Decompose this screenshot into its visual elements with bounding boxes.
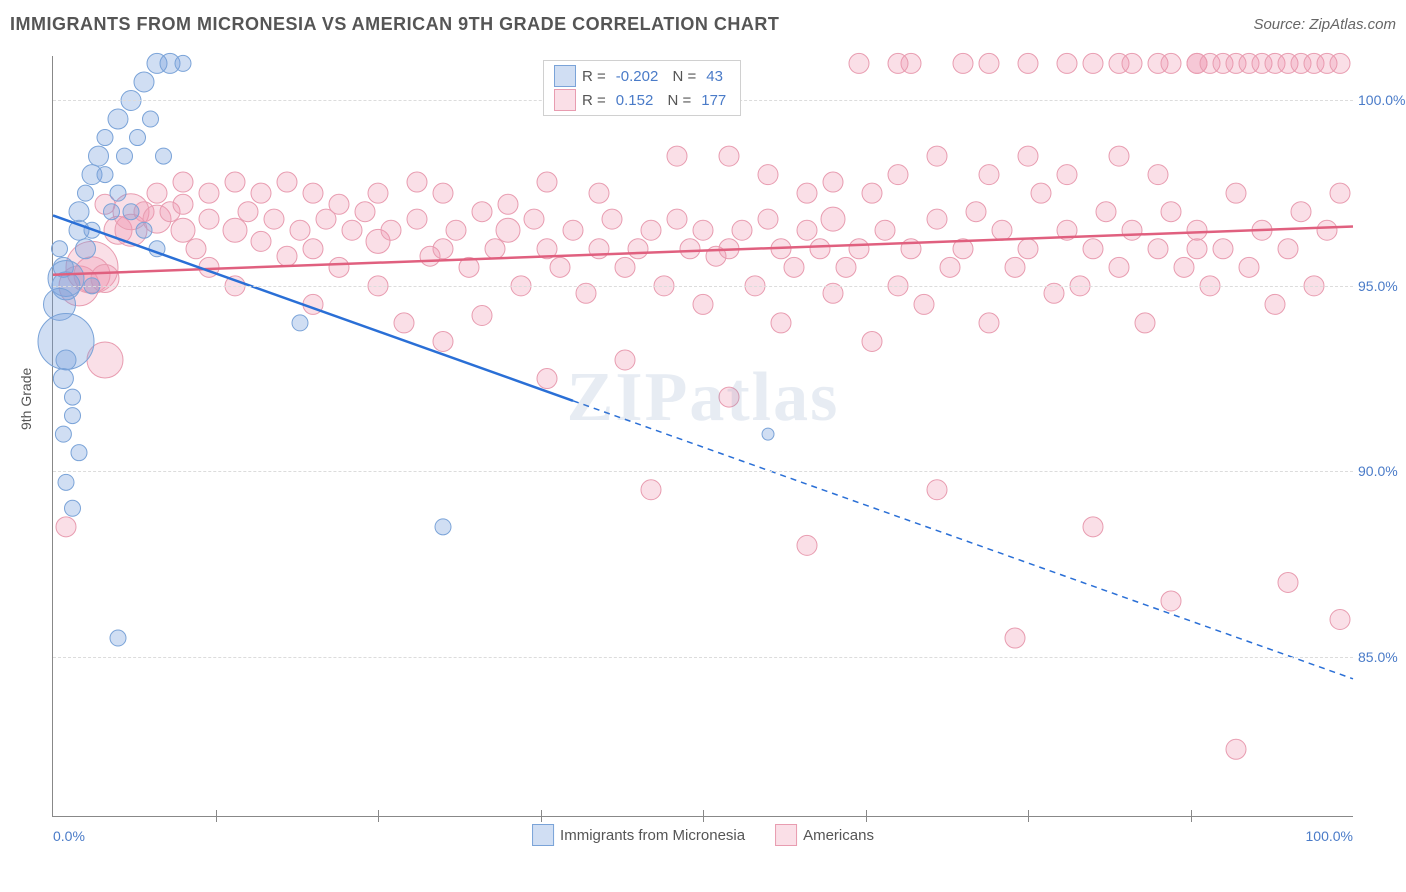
legend-r-blue: -0.202 [612,68,663,85]
legend-n-label-2: N = [663,92,691,109]
legend-r-label-2: R = [582,92,606,109]
legend-swatch-blue [554,65,576,87]
legend-label-pink: Americans [803,827,874,844]
legend-swatch-pink-2 [775,824,797,846]
legend-item-pink: Americans [775,824,874,846]
scatter-svg [53,56,1353,816]
chart-source: Source: ZipAtlas.com [1253,16,1396,33]
legend-item-blue: Immigrants from Micronesia [532,824,745,846]
legend-row-pink: R = 0.152 N = 177 [554,89,730,111]
legend-n-pink: 177 [697,92,730,109]
series-legend: Immigrants from Micronesia Americans [532,824,874,846]
legend-label-blue: Immigrants from Micronesia [560,827,745,844]
legend-n-blue: 43 [702,68,727,85]
legend-row-blue: R = -0.202 N = 43 [554,65,730,87]
legend-swatch-pink [554,89,576,111]
chart-plot-area: ZIPatlas R = -0.202 N = 43 R = 0.152 N =… [52,56,1353,817]
y-axis-label: 9th Grade [18,368,34,430]
correlation-legend: R = -0.202 N = 43 R = 0.152 N = 177 [543,60,741,116]
legend-swatch-blue-2 [532,824,554,846]
chart-title: IMMIGRANTS FROM MICRONESIA VS AMERICAN 9… [10,14,779,35]
chart-header: IMMIGRANTS FROM MICRONESIA VS AMERICAN 9… [10,14,1396,35]
legend-r-pink: 0.152 [612,92,658,109]
legend-n-label: N = [668,68,696,85]
legend-r-label: R = [582,68,606,85]
